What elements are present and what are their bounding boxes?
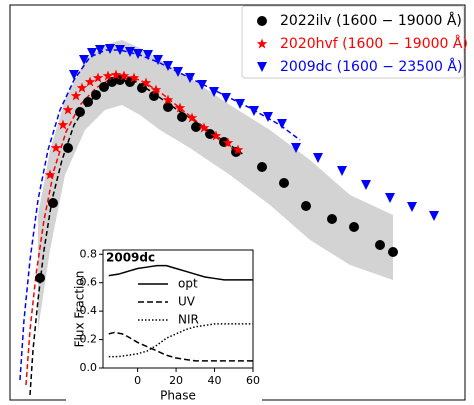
x-tick-label: 40 <box>208 374 222 387</box>
data-point <box>62 104 74 115</box>
x-axis-label: Phase <box>160 389 196 403</box>
data-point <box>221 93 231 103</box>
data-point <box>277 119 287 129</box>
legend-label: 2020hvf (1600 − 19000 Å) <box>280 35 468 52</box>
data-point <box>79 55 89 65</box>
series-line <box>108 323 253 358</box>
data-point <box>235 99 245 109</box>
data-point <box>210 130 222 141</box>
data-point <box>349 222 359 232</box>
data-point <box>185 73 195 83</box>
data-point <box>133 49 143 59</box>
data-point <box>174 102 186 113</box>
x-tick-label: 20 <box>169 374 183 387</box>
y-tick-label: 0.0 <box>80 361 98 374</box>
data-point <box>102 70 114 81</box>
data-point <box>337 166 347 176</box>
data-point <box>92 72 104 83</box>
data-point <box>107 77 117 87</box>
y-axis-label: Flux Fraction <box>73 271 87 348</box>
data-point <box>110 69 122 80</box>
data-point <box>291 143 301 153</box>
y-tick-label: 0.8 <box>80 247 98 260</box>
data-point <box>149 91 159 101</box>
y-tick-label: 0.4 <box>80 304 98 317</box>
data-point <box>128 72 140 83</box>
data-point <box>197 80 207 90</box>
data-point <box>186 112 198 123</box>
legend-label: 2009dc (1600 − 23500 Å) <box>280 58 462 75</box>
data-point <box>44 169 56 180</box>
legend-label: 2022ilv (1600 − 19000 Å) <box>280 12 462 29</box>
data-point <box>327 214 337 224</box>
data-point <box>205 129 215 139</box>
y-tick-label: 0.6 <box>80 276 98 289</box>
data-point <box>232 144 244 155</box>
data-point <box>173 67 183 77</box>
series-line <box>108 331 253 362</box>
data-point <box>115 45 125 55</box>
legend-box <box>241 5 465 79</box>
data-point <box>150 84 162 95</box>
x-tick-label: 60 <box>246 374 260 387</box>
data-point <box>91 90 101 100</box>
y-tick-label: 0.2 <box>80 333 98 346</box>
inset-background <box>66 238 262 404</box>
data-point <box>385 193 395 203</box>
data-point <box>118 70 130 81</box>
data-point <box>407 202 417 212</box>
data-point <box>99 82 109 92</box>
inset-title: 2009dc <box>106 251 155 265</box>
data-point <box>162 94 174 105</box>
data-point <box>198 122 210 133</box>
data-point <box>75 107 85 117</box>
data-point <box>50 142 62 153</box>
data-point <box>57 119 69 130</box>
x-tick-label: 0 <box>134 374 141 387</box>
data-point <box>263 112 273 122</box>
data-point <box>125 47 135 57</box>
data-point <box>153 55 163 65</box>
fit-line <box>19 49 301 381</box>
data-point <box>388 247 398 257</box>
data-point <box>301 201 311 211</box>
data-point <box>313 153 323 163</box>
data-point <box>249 106 259 116</box>
uncertainty-band <box>38 40 393 330</box>
data-point <box>48 198 58 208</box>
data-point <box>105 44 115 54</box>
data-point <box>163 102 173 112</box>
legend-marker <box>256 38 268 49</box>
data-point <box>279 178 289 188</box>
data-point <box>361 180 371 190</box>
data-point <box>163 61 173 71</box>
data-point <box>35 273 45 283</box>
data-point <box>143 50 153 60</box>
data-point <box>140 77 152 88</box>
legend-label: NIR <box>178 313 199 327</box>
data-point <box>83 97 93 107</box>
data-point <box>70 90 82 101</box>
data-point <box>95 45 105 55</box>
data-point <box>429 211 439 221</box>
legend-label: opt <box>178 277 198 291</box>
series-line <box>108 264 253 281</box>
data-point <box>63 143 73 153</box>
data-point <box>84 76 96 87</box>
legend-marker <box>257 16 267 26</box>
legend-marker <box>257 62 267 72</box>
data-point <box>375 240 385 250</box>
data-point <box>257 162 267 172</box>
data-point <box>222 137 234 148</box>
legend-label: UV <box>178 295 196 309</box>
data-point <box>177 112 187 122</box>
data-point <box>191 122 201 132</box>
data-point <box>87 48 97 58</box>
data-point <box>76 82 88 93</box>
data-point <box>69 70 79 80</box>
inset-frame <box>102 249 254 369</box>
data-point <box>209 87 219 97</box>
